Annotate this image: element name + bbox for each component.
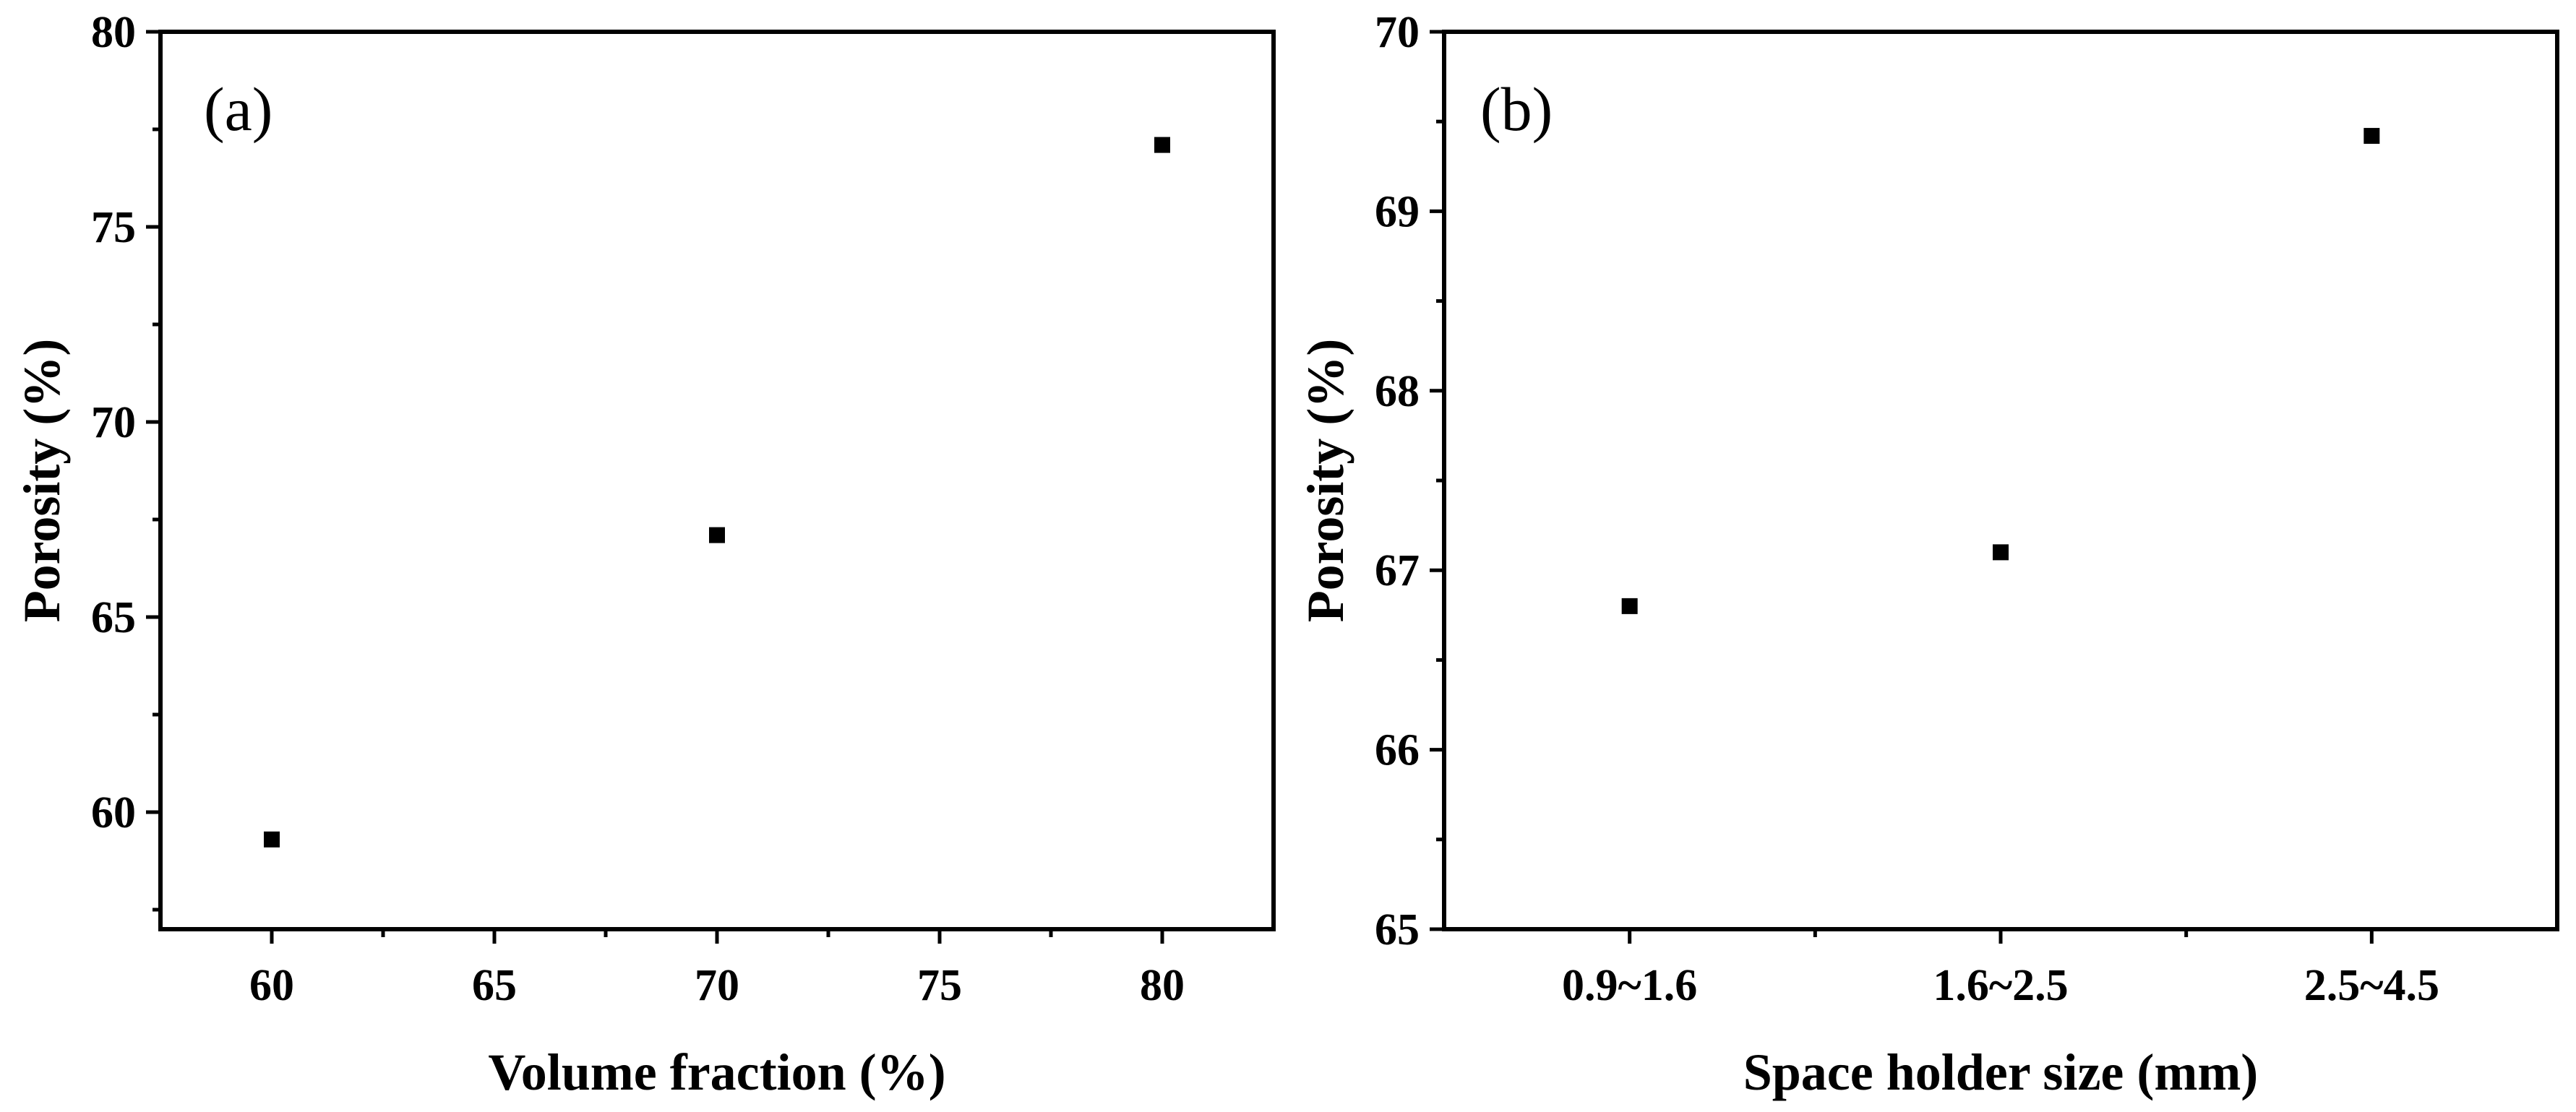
panel-b-y-tick-label: 69 <box>1375 187 1420 236</box>
panel-a-data-point <box>264 831 280 848</box>
panel-a-chart: 60 65 70 75 80 60 65 70 75 80 (a) Volume fraction… <box>13 8 1276 1101</box>
panel-a-data-point <box>709 527 725 543</box>
panel-a-plot-frame <box>158 30 1276 931</box>
panel-a-data-point <box>1154 137 1170 153</box>
panel-a-y-tick-label: 80 <box>91 8 136 57</box>
panel-a-x-tick-label: 75 <box>917 961 962 1010</box>
panel-b-plot-frame <box>1442 30 2559 931</box>
panel-b-data-point <box>2364 128 2380 145</box>
panel-b-y-tick-label: 70 <box>1375 8 1420 57</box>
panel-a-y-tick-label: 65 <box>91 593 136 642</box>
panel-a-y-axis-label: Porosity (%) <box>13 339 71 623</box>
panel-b-ticks <box>1430 30 2374 944</box>
panel-b-y-tick-label: 66 <box>1375 726 1420 775</box>
panel-b-points <box>1621 128 2380 614</box>
panel-b-data-point <box>1621 598 1638 614</box>
panel-b-tick-labels: 0.9~1.6 1.6~2.5 2.5~4.5 65 66 67 68 69 70 <box>1375 8 2439 1010</box>
panel-a-ticks <box>146 30 1164 944</box>
panel-a-label: (a) <box>204 74 272 144</box>
panel-b-data-point <box>1993 544 2009 561</box>
panel-a-tick-labels: 60 65 70 75 80 60 65 70 75 80 <box>91 8 1185 1010</box>
panel-a-x-tick-label: 65 <box>472 961 517 1010</box>
panel-a-x-axis-label: Volume fraction (%) <box>488 1043 945 1101</box>
panel-b-x-axis-label: Space holder size (mm) <box>1743 1043 2259 1101</box>
panel-b-y-tick-label: 67 <box>1375 546 1420 595</box>
panel-a-y-tick-label: 75 <box>91 203 136 252</box>
panel-a-y-tick-label: 60 <box>91 788 136 837</box>
panel-a-points <box>264 137 1170 848</box>
panel-a-x-tick-label: 70 <box>695 961 739 1010</box>
panel-b-label: (b) <box>1480 74 1553 144</box>
panel-b-y-tick-label: 65 <box>1375 905 1420 954</box>
panel-b-x-tick-label: 2.5~4.5 <box>2304 961 2439 1010</box>
panel-b-chart: 0.9~1.6 1.6~2.5 2.5~4.5 65 66 67 68 69 70 (b) Sp… <box>1297 8 2559 1101</box>
panel-b-x-tick-label: 0.9~1.6 <box>1562 961 1697 1010</box>
panel-a-x-tick-label: 60 <box>249 961 294 1010</box>
panel-a-y-tick-label: 70 <box>91 398 136 447</box>
panel-b-x-tick-label: 1.6~2.5 <box>1933 961 2068 1010</box>
panel-b-y-axis-label: Porosity (%) <box>1297 339 1354 623</box>
panel-b-y-tick-label: 68 <box>1375 367 1420 416</box>
panel-a-x-tick-label: 80 <box>1140 961 1185 1010</box>
